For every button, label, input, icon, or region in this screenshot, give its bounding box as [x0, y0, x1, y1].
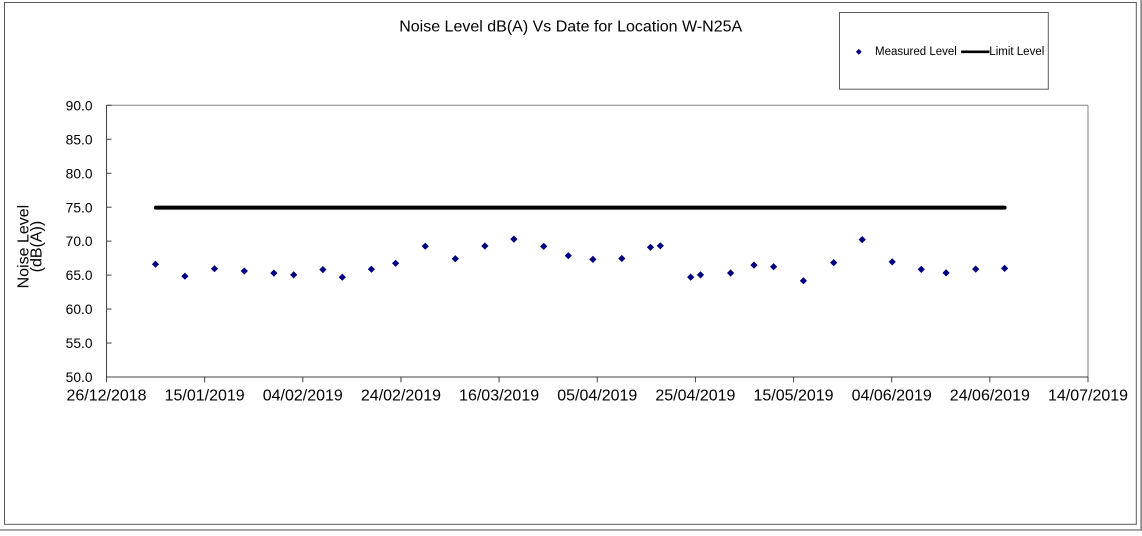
svg-text:16/03/2019: 16/03/2019	[459, 387, 539, 404]
svg-text:15/05/2019: 15/05/2019	[754, 387, 834, 404]
svg-text:(dB(A)): (dB(A))	[29, 221, 46, 273]
svg-text:50.0: 50.0	[66, 370, 93, 385]
svg-text:80.0: 80.0	[66, 166, 93, 181]
svg-text:25/04/2019: 25/04/2019	[655, 387, 735, 404]
svg-text:05/04/2019: 05/04/2019	[557, 387, 637, 404]
svg-text:70.0: 70.0	[66, 234, 93, 249]
svg-text:60.0: 60.0	[66, 302, 93, 317]
svg-text:55.0: 55.0	[66, 336, 93, 351]
svg-text:Noise Level dB(A) Vs Date for: Noise Level dB(A) Vs Date for Location W…	[399, 19, 742, 36]
svg-text:90.0: 90.0	[66, 98, 93, 113]
svg-text:15/01/2019: 15/01/2019	[165, 387, 245, 404]
svg-text:85.0: 85.0	[66, 132, 93, 147]
svg-text:Noise Level: Noise Level	[16, 205, 33, 289]
svg-text:04/02/2019: 04/02/2019	[263, 387, 343, 404]
svg-text:14/07/2019: 14/07/2019	[1048, 387, 1128, 404]
svg-text:75.0: 75.0	[66, 200, 93, 215]
svg-text:24/06/2019: 24/06/2019	[950, 387, 1030, 404]
svg-text:Limit Level: Limit Level	[989, 46, 1044, 58]
svg-text:24/02/2019: 24/02/2019	[361, 387, 441, 404]
svg-text:04/06/2019: 04/06/2019	[852, 387, 932, 404]
svg-text:65.0: 65.0	[66, 268, 93, 283]
svg-text:Measured Level: Measured Level	[875, 46, 957, 58]
svg-text:26/12/2018: 26/12/2018	[66, 387, 146, 404]
